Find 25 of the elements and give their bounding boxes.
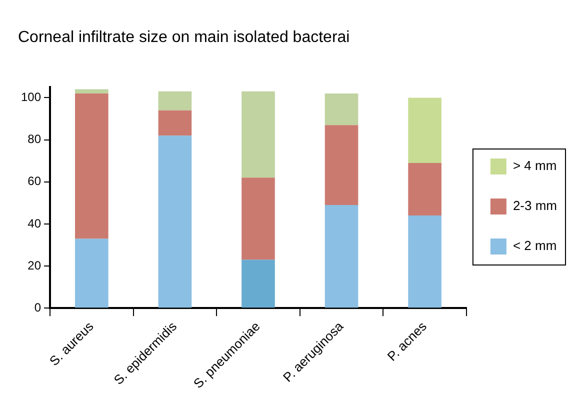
y-tick-label: 80: [28, 132, 42, 146]
bar: [324, 94, 358, 126]
y-tick-label: 100: [20, 90, 42, 104]
bar: [75, 238, 108, 308]
bar: [408, 216, 442, 308]
legend-label: 2-3 mm: [512, 198, 558, 214]
bar: [158, 136, 192, 308]
bar: [324, 125, 358, 206]
bar: [324, 205, 358, 308]
y-tick-label: 20: [28, 258, 42, 272]
chart-title: Corneal infiltrate size on main isolated bacterai: [18, 29, 350, 46]
bar: [242, 178, 275, 260]
legend-label: < 2 mm: [512, 238, 557, 254]
y-tick-label: 0: [34, 300, 42, 314]
bar: [242, 260, 275, 308]
bar: [75, 94, 108, 239]
bar: [242, 91, 275, 178]
legend-label: > 4 mm: [512, 158, 557, 174]
bar: [158, 110, 192, 136]
bar: [75, 89, 108, 94]
bar: [158, 91, 192, 110]
y-tick-label: 60: [28, 174, 42, 188]
y-tick-label: 40: [28, 216, 42, 230]
bar: [408, 98, 442, 163]
bar: [408, 162, 442, 216]
